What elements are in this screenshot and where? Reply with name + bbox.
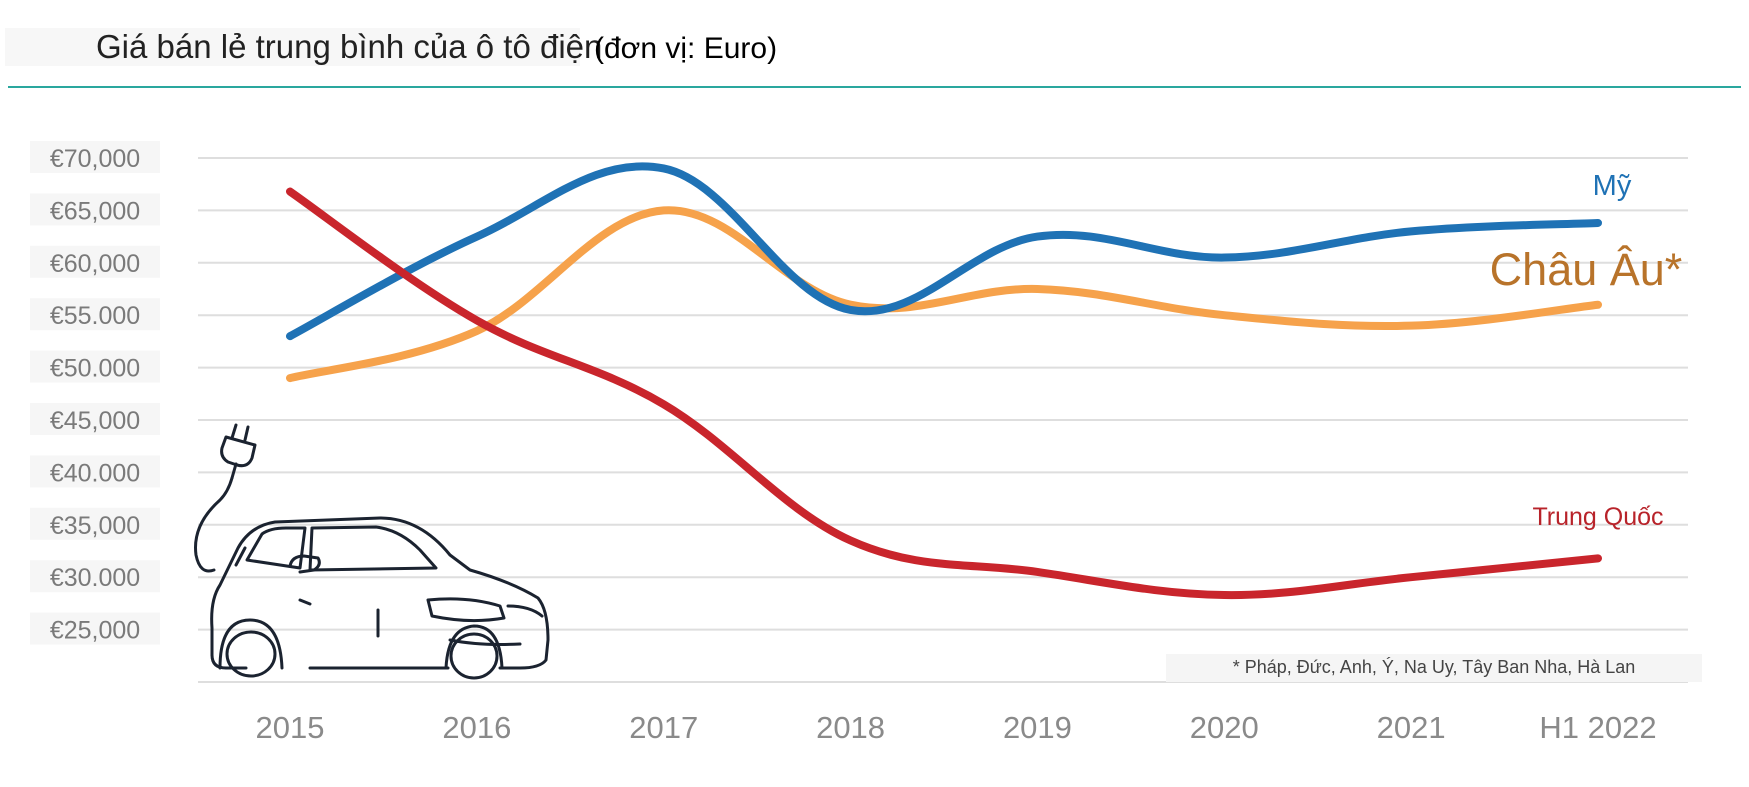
- y-tick-label: €25,000: [50, 617, 140, 645]
- series-label-trung-quoc: Trung Quốc: [1532, 503, 1663, 531]
- y-tick-label: €50.000: [50, 355, 140, 383]
- series-lines: [286, 162, 1602, 600]
- chart-title: Giá bán lẻ trung bình của ô tô điện: [96, 28, 602, 65]
- y-tick-background: [30, 298, 160, 331]
- y-tick-background: [30, 455, 160, 488]
- y-tick-background: [30, 507, 160, 540]
- x-axis-ticks: 2015 2016 2017 2018 2019 2020 2021 H1 2022: [256, 710, 1657, 745]
- y-tick-label: €65,000: [50, 197, 140, 225]
- series-line-1: [286, 206, 1602, 383]
- x-tick-label: 2018: [816, 710, 885, 745]
- y-tick-label: €55.000: [50, 302, 140, 330]
- gridlines: [198, 157, 1688, 683]
- series-label-chau-au: Châu Âu*: [1490, 244, 1683, 295]
- y-tick-background: [30, 350, 160, 383]
- title-background: [5, 28, 580, 66]
- electric-car-icon: [194, 423, 550, 680]
- x-tick-label: 2017: [629, 710, 698, 745]
- x-tick-label: H1 2022: [1539, 710, 1656, 745]
- x-tick-label: 2015: [256, 710, 325, 745]
- footnote-background: [1166, 654, 1702, 682]
- x-tick-label: 2016: [442, 710, 511, 745]
- y-tick-label: €40.000: [50, 459, 140, 487]
- x-tick-label: 2019: [1003, 710, 1072, 745]
- y-tick-background: [30, 245, 160, 278]
- y-tick-background: [30, 612, 160, 645]
- x-tick-label: 2020: [1190, 710, 1259, 745]
- y-tick-label: €35,000: [50, 512, 140, 540]
- y-tick-background: [30, 403, 160, 435]
- x-tick-label: 2021: [1377, 710, 1446, 745]
- y-tick-background: [30, 193, 160, 226]
- y-tick-label: €60,000: [50, 250, 140, 278]
- series-label-my: Mỹ: [1593, 170, 1632, 202]
- chart-unit-label: (đơn vị: Euro): [594, 32, 777, 65]
- y-tick-label: €45,000: [50, 407, 140, 435]
- y-axis-ticks: €70,000 €65,000 €60,000 €55.000 €50.000 €45,0…: [30, 141, 160, 645]
- series-line-2: [286, 187, 1602, 600]
- y-tick-background: [30, 141, 160, 173]
- footnote: * Pháp, Đức, Anh, Ý, Na Uy, Tây Ban Nha,…: [1233, 657, 1636, 677]
- y-tick-label: €70,000: [50, 145, 140, 173]
- y-tick-label: €30.000: [50, 564, 140, 592]
- series-line-0: [286, 162, 1602, 341]
- y-tick-background: [30, 560, 160, 593]
